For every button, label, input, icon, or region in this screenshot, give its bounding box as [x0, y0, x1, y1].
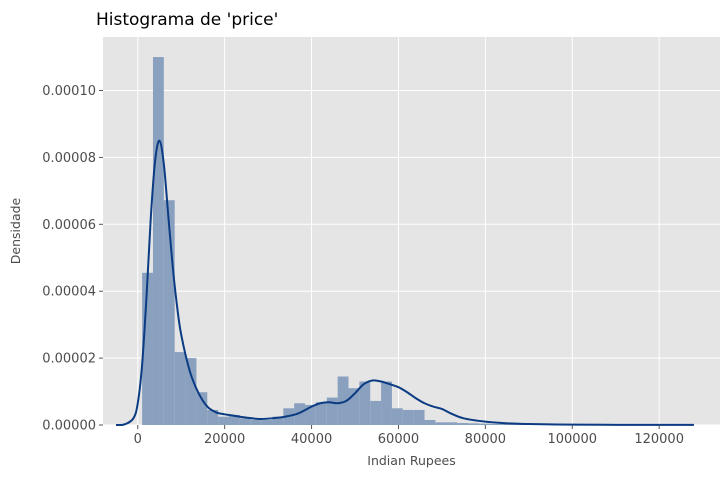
x-tick-label: 60000: [378, 432, 419, 447]
histogram-bar: [435, 422, 447, 425]
histogram-bar: [391, 408, 403, 425]
histogram-bar: [185, 358, 197, 425]
histogram-bar: [326, 397, 338, 425]
histogram-bar: [196, 392, 208, 425]
histogram-bar: [500, 423, 512, 425]
histogram-bar: [489, 423, 501, 425]
y-tick-label: 0.00006: [42, 218, 96, 233]
histogram-bar: [272, 416, 284, 425]
histogram-bars: [142, 57, 686, 425]
histogram-bar: [359, 381, 371, 425]
histogram-bar: [315, 402, 327, 425]
histogram-bar: [261, 419, 273, 425]
histogram-bar: [239, 418, 251, 425]
y-tick-label: 0.00010: [42, 84, 96, 99]
y-tick-label: 0.00000: [42, 419, 96, 434]
x-tick-label: 120000: [634, 432, 684, 447]
y-tick-label: 0.00002: [42, 352, 96, 367]
histogram-bar: [337, 376, 349, 425]
histogram-bar: [174, 352, 186, 425]
x-axis-ticks: 0 20000 40000 60000 80000 100000 120000: [134, 425, 684, 447]
histogram-bar: [163, 200, 175, 425]
histogram-bar: [370, 400, 382, 425]
histogram-bar: [348, 388, 360, 425]
y-tick-label: 0.00008: [42, 151, 96, 166]
histogram-bar: [218, 416, 230, 425]
histogram-bar: [294, 403, 306, 425]
histogram-bar: [457, 422, 468, 425]
histogram-bar: [413, 409, 425, 425]
kde-line: [115, 139, 694, 427]
y-axis-ticks: 0.00000 0.00002 0.00004 0.00006 0.00008 0.000…: [42, 84, 103, 434]
histogram-bar: [467, 423, 479, 425]
histogram-bar: [250, 419, 262, 425]
histogram-bar: [424, 419, 436, 425]
kde-curve: [115, 139, 694, 427]
plot-area: [103, 37, 720, 425]
x-tick-label: 80000: [465, 432, 506, 447]
x-tick-label: 20000: [204, 432, 245, 447]
x-tick-label: 40000: [291, 432, 332, 447]
y-tick-label: 0.00004: [42, 285, 96, 300]
chart-title: Histograma de 'price': [96, 10, 278, 30]
x-tick-label: 100000: [547, 432, 597, 447]
histogram-bar: [446, 422, 458, 425]
histogram-bar: [305, 404, 316, 425]
histogram-bar: [142, 272, 153, 425]
histogram-bar: [381, 381, 392, 425]
x-tick-label: 0: [134, 432, 142, 447]
histogram-bar: [152, 57, 164, 425]
histogram-bar: [207, 409, 219, 425]
histogram-bar: [229, 414, 240, 425]
histogram-bar: [478, 423, 490, 425]
y-axis-label: Densidade: [8, 197, 23, 264]
histogram-bar: [402, 409, 414, 425]
x-axis-label: Indian Rupees: [367, 453, 455, 468]
